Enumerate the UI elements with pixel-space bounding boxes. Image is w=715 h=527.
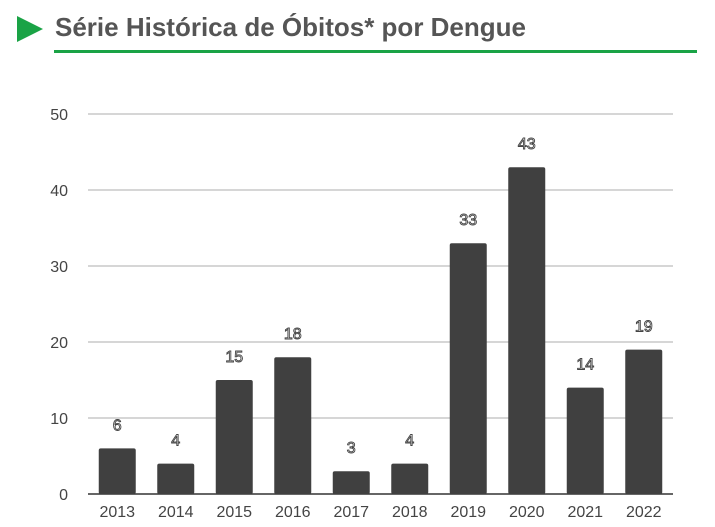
x-tick-label: 2020 bbox=[509, 504, 545, 521]
x-tick-label: 2019 bbox=[450, 504, 486, 521]
bar bbox=[391, 463, 429, 494]
bar bbox=[215, 380, 253, 494]
data-label: 15 bbox=[225, 349, 243, 366]
x-tick-label: 2013 bbox=[99, 504, 135, 521]
data-label: 14 bbox=[576, 357, 594, 374]
data-label: 18 bbox=[284, 326, 302, 343]
y-tick-label: 50 bbox=[50, 107, 68, 124]
bars bbox=[98, 167, 663, 494]
page-title: Série Histórica de Óbitos* por Dengue bbox=[55, 12, 526, 42]
play-triangle-icon bbox=[17, 16, 43, 42]
x-tick-label: 2015 bbox=[216, 504, 252, 521]
y-tick-label: 40 bbox=[50, 183, 68, 200]
x-tick-label: 2016 bbox=[275, 504, 311, 521]
bar bbox=[332, 471, 370, 494]
bar bbox=[449, 243, 487, 494]
x-axis-ticks: 2013 2014 2015 2016 2017 2018 2019 2020 2021 2022 bbox=[99, 504, 661, 521]
bar bbox=[508, 167, 546, 494]
y-tick-label: 20 bbox=[50, 335, 68, 352]
x-tick-label: 2017 bbox=[333, 504, 369, 521]
data-label: 33 bbox=[459, 212, 477, 229]
x-tick-label: 2021 bbox=[567, 504, 603, 521]
data-label: 43 bbox=[518, 136, 536, 153]
data-label: 4 bbox=[405, 433, 414, 450]
bar bbox=[566, 387, 604, 494]
y-tick-label: 10 bbox=[50, 411, 68, 428]
data-label: 19 bbox=[635, 319, 653, 336]
title-underline bbox=[54, 50, 697, 53]
x-tick-label: 2014 bbox=[158, 504, 194, 521]
bar bbox=[274, 357, 312, 494]
y-tick-label: 0 bbox=[59, 487, 68, 504]
header: Série Histórica de Óbitos* por Dengue bbox=[0, 0, 715, 56]
data-label: 3 bbox=[347, 440, 356, 457]
x-tick-label: 2022 bbox=[626, 504, 662, 521]
data-label: 6 bbox=[113, 417, 122, 434]
y-tick-label: 30 bbox=[50, 259, 68, 276]
bar bbox=[157, 463, 195, 494]
y-axis-ticks: 0 10 20 30 40 50 bbox=[50, 107, 68, 504]
bar bbox=[625, 349, 663, 494]
data-label: 4 bbox=[171, 433, 180, 450]
bar bbox=[98, 448, 136, 494]
data-labels: 6 4 15 18 3 4 33 43 14 19 bbox=[112, 136, 653, 458]
x-tick-label: 2018 bbox=[392, 504, 428, 521]
